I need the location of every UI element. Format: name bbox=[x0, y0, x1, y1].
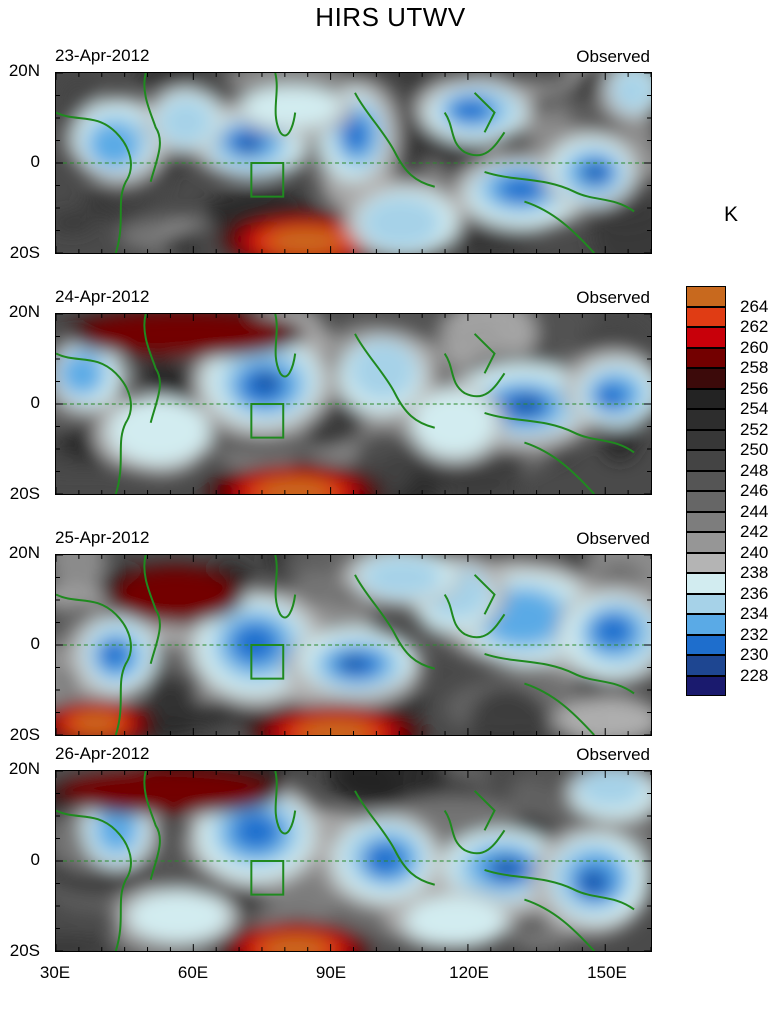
panel-date: 24-Apr-2012 bbox=[55, 287, 150, 306]
colorbar-swatch bbox=[686, 593, 726, 614]
colorbar-label: 248 bbox=[740, 460, 769, 480]
colorbar-swatch bbox=[686, 552, 726, 573]
y-tick-label: 20S bbox=[9, 243, 40, 262]
colorbar-swatch bbox=[686, 409, 726, 430]
colorbar-label: 234 bbox=[740, 604, 769, 623]
figure-title: HIRS UTWV bbox=[315, 2, 466, 32]
panel-date: 23-Apr-2012 bbox=[55, 46, 150, 65]
colorbar-label: 254 bbox=[740, 399, 769, 418]
x-tick-label: 150E bbox=[587, 963, 627, 982]
colorbar-swatch bbox=[686, 675, 726, 696]
y-tick-label: 20S bbox=[9, 941, 40, 960]
map-plot bbox=[55, 554, 652, 736]
map-panel-1: 23-Apr-2012 Observed bbox=[55, 46, 652, 254]
colorbar-label: 250 bbox=[740, 440, 769, 459]
panel-date: 26-Apr-2012 bbox=[55, 744, 150, 763]
colorbar-swatch bbox=[686, 634, 726, 655]
colorbar-swatch bbox=[686, 655, 726, 676]
colorbar-label: 240 bbox=[740, 542, 769, 562]
colorbar-swatch bbox=[686, 368, 726, 389]
map-panel-4: 26-Apr-2012 Observed bbox=[55, 744, 652, 952]
panel-label: Observed bbox=[576, 47, 650, 66]
map-plot bbox=[55, 72, 652, 254]
colorbar-swatch bbox=[686, 573, 726, 594]
colorbar-swatch bbox=[686, 511, 726, 532]
colorbar-label: 252 bbox=[740, 419, 769, 439]
map-panel-3: 25-Apr-2012 Observed bbox=[55, 528, 652, 736]
colorbar-swatch bbox=[686, 614, 726, 635]
colorbar-label: 262 bbox=[740, 317, 769, 336]
y-tick-label: 0 bbox=[30, 850, 40, 869]
colorbar-label: 228 bbox=[740, 665, 769, 685]
colorbar-swatch bbox=[686, 286, 726, 307]
map-plot bbox=[55, 313, 652, 495]
colorbar-label: 236 bbox=[740, 583, 769, 603]
colorbar-swatch bbox=[686, 347, 726, 368]
colorbar-label: 260 bbox=[740, 337, 769, 357]
colorbar-label: 242 bbox=[740, 522, 769, 541]
colorbar-swatch bbox=[686, 532, 726, 553]
colorbar-swatch bbox=[686, 450, 726, 471]
map-panel-2: 24-Apr-2012 Observed bbox=[55, 287, 652, 495]
colorbar-label: 244 bbox=[740, 501, 769, 521]
panel-date: 25-Apr-2012 bbox=[55, 528, 150, 547]
colorbar-swatch bbox=[686, 327, 726, 348]
colorbar-label: 232 bbox=[740, 624, 769, 644]
y-tick-label: 20S bbox=[9, 725, 40, 744]
colorbar-swatch bbox=[686, 470, 726, 491]
colorbar-label: 258 bbox=[740, 358, 769, 377]
colorbar-label: 238 bbox=[740, 563, 769, 582]
colorbar-swatch bbox=[686, 429, 726, 450]
y-tick-label: 20N bbox=[8, 759, 40, 778]
panel-label: Observed bbox=[576, 288, 650, 307]
colorbar-label: 230 bbox=[740, 645, 769, 664]
y-tick-label: 0 bbox=[30, 634, 40, 653]
x-tick-label: 30E bbox=[39, 963, 71, 982]
y-tick-label: 0 bbox=[30, 393, 40, 412]
colorbar-label: 256 bbox=[740, 378, 769, 398]
colorbar-swatch bbox=[686, 388, 726, 409]
y-tick-label: 20N bbox=[8, 61, 40, 80]
y-tick-label: 20S bbox=[9, 484, 40, 503]
colorbar-label: 264 bbox=[740, 296, 769, 316]
panel-label: Observed bbox=[576, 529, 650, 548]
y-tick-label: 20N bbox=[8, 543, 40, 562]
x-tick-label: 90E bbox=[315, 963, 347, 982]
y-tick-label: 0 bbox=[30, 152, 40, 171]
y-tick-label: 20N bbox=[8, 302, 40, 321]
colorbar-unit: K bbox=[724, 203, 739, 226]
colorbar-swatch bbox=[686, 306, 726, 327]
colorbar-label: 246 bbox=[740, 481, 769, 500]
colorbar-swatch bbox=[686, 491, 726, 512]
x-tick-label: 120E bbox=[449, 963, 489, 982]
x-tick-label: 60E bbox=[177, 963, 209, 982]
panel-label: Observed bbox=[576, 745, 650, 764]
map-plot bbox=[55, 770, 652, 952]
